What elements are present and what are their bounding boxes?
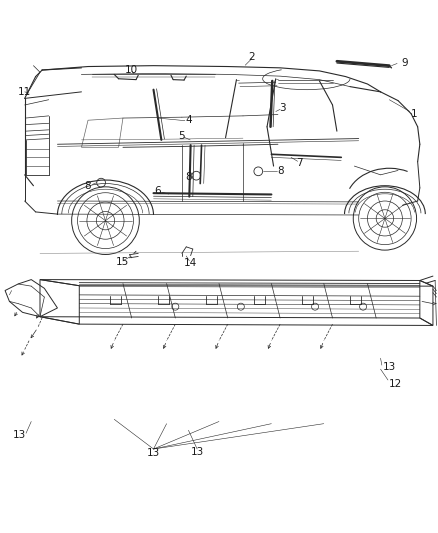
- Text: 10: 10: [125, 64, 138, 75]
- Text: 8: 8: [85, 181, 92, 191]
- Text: 2: 2: [248, 52, 255, 62]
- Text: 8: 8: [185, 172, 192, 182]
- Text: 1: 1: [411, 109, 418, 119]
- Text: 3: 3: [279, 103, 286, 113]
- Text: 13: 13: [147, 448, 160, 458]
- Text: 5: 5: [179, 132, 185, 141]
- Text: 13: 13: [191, 447, 204, 457]
- Text: 13: 13: [13, 430, 26, 440]
- Text: 14: 14: [184, 259, 197, 269]
- Text: 13: 13: [383, 362, 396, 372]
- Text: 6: 6: [155, 187, 161, 196]
- Text: 12: 12: [389, 378, 403, 389]
- Text: 15: 15: [116, 257, 129, 267]
- Text: 11: 11: [18, 87, 32, 97]
- Text: 4: 4: [185, 115, 192, 125]
- Text: 9: 9: [402, 58, 408, 68]
- Text: 7: 7: [297, 158, 303, 168]
- Text: 8: 8: [277, 166, 283, 176]
